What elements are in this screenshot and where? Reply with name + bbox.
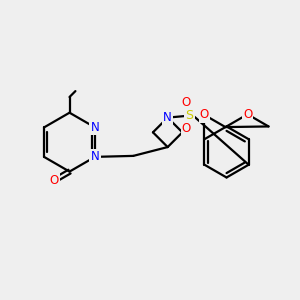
Text: O: O [243, 108, 252, 121]
Text: N: N [91, 121, 99, 134]
Text: O: O [182, 96, 191, 110]
Text: N: N [163, 111, 172, 124]
Text: S: S [185, 109, 193, 122]
Text: O: O [50, 174, 59, 187]
Text: O: O [200, 109, 209, 122]
Text: S: S [185, 109, 193, 122]
Text: O: O [182, 122, 191, 135]
Text: N: N [91, 150, 99, 164]
